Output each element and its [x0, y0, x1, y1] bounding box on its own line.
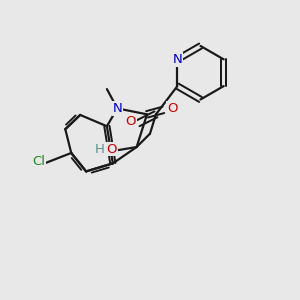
Text: O: O: [125, 115, 136, 128]
Text: O: O: [167, 102, 178, 115]
Text: O: O: [106, 142, 117, 156]
Text: H: H: [94, 142, 104, 156]
Text: Cl: Cl: [32, 155, 45, 168]
Text: N: N: [112, 102, 122, 115]
Text: N: N: [172, 53, 182, 66]
